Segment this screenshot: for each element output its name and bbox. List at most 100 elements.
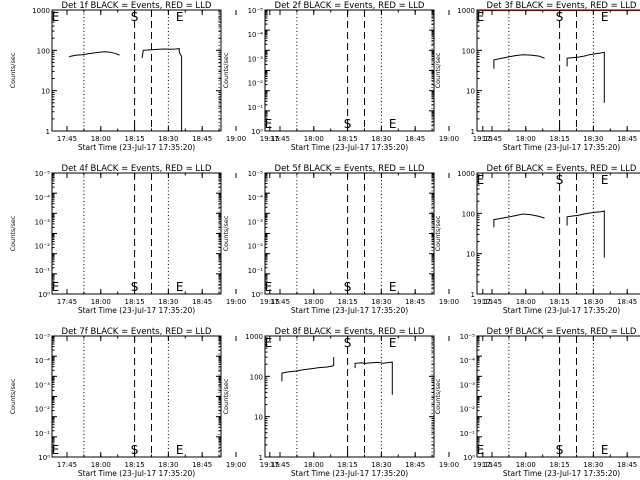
x-tick-label: 18:00: [91, 298, 111, 306]
panel-title: Det 1f BLACK = Events, RED = LLD: [62, 1, 212, 11]
x-tick-label: 18:30: [371, 298, 391, 306]
x-axis-label: Start Time (23-Jul-17 17:35:20): [503, 469, 620, 478]
detector-panel-7: Det 7f BLACK = Events, RED = LLD 17:45 18:…: [9, 327, 280, 478]
plot-frame: [51, 335, 222, 458]
x-tick-label: 18:15: [549, 461, 569, 469]
y-tick-label: 10: [466, 251, 475, 259]
x-tick-label: 18:45: [617, 135, 637, 143]
detector-panel-4: Det 4f BLACK = Events, RED = LLD 17:45 18:…: [9, 164, 280, 315]
panel-title: Det 3f BLACK = Events, RED = LLD: [487, 1, 637, 11]
x-tick-label: 17:45: [57, 298, 77, 306]
event-marker: S: [556, 173, 564, 187]
y-tick-label: 10⁻³: [248, 55, 264, 63]
x-tick-label: 17:45: [482, 135, 502, 143]
y-tick-label: 10⁻⁴: [460, 357, 476, 365]
detector-panel-6: Det 6f BLACK = Events, RED = LLD 17:45 18:…: [434, 164, 640, 315]
y-tick-label: 1: [471, 128, 475, 136]
event-marker: E: [52, 443, 60, 457]
x-tick-label: 17:45: [482, 461, 502, 469]
x-axis-label: Start Time (23-Jul-17 17:35:20): [78, 306, 195, 315]
y-tick-label: 10⁰: [251, 291, 263, 299]
x-tick-label: 19:15: [260, 298, 280, 306]
y-tick-label: 10⁻²: [35, 243, 51, 251]
plot-frame: [476, 335, 640, 458]
y-tick-label: 100: [37, 47, 50, 55]
y-tick-label: 10⁰: [463, 454, 475, 462]
x-tick-label: 18:30: [158, 461, 178, 469]
x-tick-label: 19:15: [260, 135, 280, 143]
y-tick-label: 10⁻²: [248, 243, 264, 251]
x-tick-label: 18:15: [549, 135, 569, 143]
x-tick-label: 18:45: [405, 135, 425, 143]
y-tick-label: 10⁻³: [35, 218, 51, 226]
x-tick-label: 18:45: [405, 298, 425, 306]
y-tick-label: 10⁻⁵: [248, 7, 264, 15]
panel-title: Det 6f BLACK = Events, RED = LLD: [487, 164, 637, 174]
events-series-line: [493, 213, 545, 228]
event-marker: S: [131, 10, 139, 24]
y-tick-label: 10⁰: [38, 454, 50, 462]
y-tick-label: 10⁻²: [460, 406, 476, 414]
y-tick-label: 10⁻¹: [460, 430, 476, 438]
panel-title: Det 9f BLACK = Events, RED = LLD: [487, 327, 637, 337]
y-tick-label: 10⁻³: [248, 218, 264, 226]
plot-frame: [264, 172, 435, 295]
event-marker: S: [131, 443, 139, 457]
event-marker: E: [601, 173, 609, 187]
x-tick-label: 18:45: [192, 461, 212, 469]
plot-frame: [51, 172, 222, 295]
event-marker: S: [344, 117, 352, 131]
y-tick-label: 10⁻¹: [35, 267, 51, 275]
x-tick-label: 18:30: [583, 135, 603, 143]
x-tick-label: 18:45: [617, 298, 637, 306]
y-tick-label: 10⁰: [251, 128, 263, 136]
event-marker: S: [556, 443, 564, 457]
x-tick-label: 17:45: [270, 298, 290, 306]
x-tick-label: 19:00: [226, 298, 246, 306]
event-marker: E: [477, 10, 485, 24]
events-series-line: [354, 361, 393, 395]
x-tick-label: 18:00: [91, 135, 111, 143]
x-tick-label: 18:00: [516, 461, 536, 469]
y-tick-label: 1000: [32, 7, 50, 15]
y-tick-label: 10⁰: [38, 291, 50, 299]
y-tick-label: 10⁻³: [460, 381, 476, 389]
x-tick-label: 17:45: [270, 461, 290, 469]
x-tick-label: 18:15: [337, 298, 357, 306]
plot-frame: [476, 9, 640, 132]
x-tick-label: 18:45: [192, 135, 212, 143]
x-tick-label: 19:00: [439, 135, 459, 143]
panel-title: Det 7f BLACK = Events, RED = LLD: [62, 327, 212, 337]
event-marker: E: [477, 173, 485, 187]
events-series-line: [281, 357, 335, 382]
event-marker: S: [344, 336, 352, 350]
event-marker: E: [389, 280, 397, 294]
x-tick-label: 17:45: [57, 135, 77, 143]
x-tick-label: 18:15: [124, 135, 144, 143]
event-marker: E: [52, 280, 60, 294]
event-marker: E: [389, 336, 397, 350]
x-tick-label: 19:15: [473, 135, 493, 143]
x-axis-label: Start Time (23-Jul-17 17:35:20): [78, 143, 195, 152]
x-tick-label: 18:00: [516, 298, 536, 306]
y-tick-label: 10⁻²: [35, 406, 51, 414]
y-tick-label: 10⁻²: [248, 80, 264, 88]
x-tick-label: 19:15: [473, 298, 493, 306]
y-tick-label: 10⁻⁴: [248, 194, 264, 202]
y-axis-label: Counts/sec: [9, 215, 17, 251]
x-tick-label: 18:30: [371, 461, 391, 469]
events-series-line: [68, 51, 120, 58]
x-tick-label: 19:15: [473, 461, 493, 469]
event-marker: E: [176, 10, 184, 24]
x-tick-label: 18:15: [124, 298, 144, 306]
y-tick-label: 100: [462, 47, 475, 55]
y-tick-label: 10⁻⁵: [35, 170, 51, 178]
x-tick-label: 17:45: [482, 298, 502, 306]
y-tick-label: 1: [259, 454, 263, 462]
y-tick-label: 1000: [457, 7, 475, 15]
x-tick-label: 18:00: [91, 461, 111, 469]
panel-title: Det 8f BLACK = Events, RED = LLD: [275, 327, 425, 337]
event-marker: E: [265, 336, 273, 350]
x-axis-label: Start Time (23-Jul-17 17:35:20): [291, 306, 408, 315]
